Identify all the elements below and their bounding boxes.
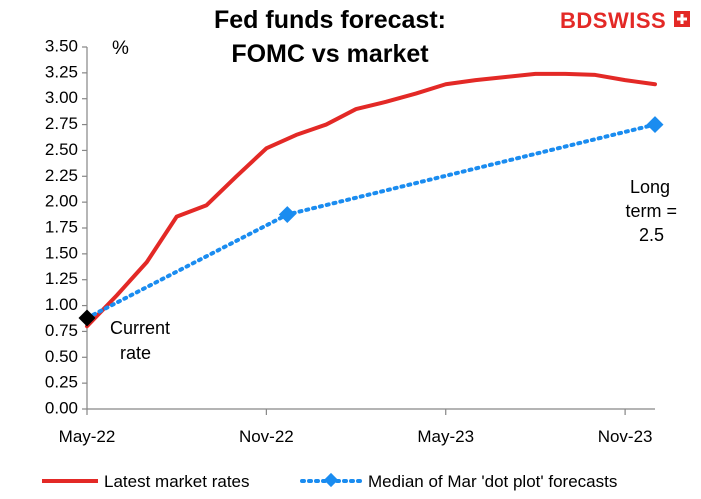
annotation-longterm-line-1: Long [630, 177, 670, 197]
y-tick-label: 0.25 [45, 373, 78, 392]
y-tick-label: 2.25 [45, 166, 78, 185]
series-layer [78, 71, 664, 329]
annotation-current-line-1: Current [110, 318, 170, 338]
y-tick-label: 1.75 [45, 217, 78, 236]
y-tick-label: 0.50 [45, 347, 78, 366]
chart-title-line-2: FOMC vs market [231, 40, 429, 68]
y-tick-label: 3.00 [45, 88, 78, 107]
x-axis-ticks: May-22 Nov-22 May-23 Nov-23 [59, 409, 653, 446]
y-tick-label: 0.75 [45, 321, 78, 340]
x-tick-label: May-22 [59, 427, 116, 446]
y-tick-label: 2.00 [45, 192, 78, 211]
dotplot-point [646, 116, 664, 134]
y-tick-label: 1.00 [45, 295, 78, 314]
y-tick-label: 3.50 [45, 36, 78, 55]
series-line-market [85, 71, 657, 329]
bdswiss-logo: BDSWISS [560, 8, 690, 33]
y-tick-label: 1.25 [45, 269, 78, 288]
x-tick-label: Nov-22 [239, 427, 294, 446]
brand-logo-text: BDSWISS [560, 8, 666, 33]
y-tick-label: 3.25 [45, 62, 78, 81]
x-tick-label: Nov-23 [598, 427, 653, 446]
chart-title-line-1: Fed funds forecast: [214, 6, 446, 34]
y-tick-label: 1.50 [45, 243, 78, 262]
y-tick-label: 0.00 [45, 398, 78, 417]
annotation-current-line-2: rate [120, 343, 151, 363]
legend-label-market: Latest market rates [104, 472, 250, 491]
y-tick-label: 2.50 [45, 140, 78, 159]
current-rate-point [78, 309, 96, 327]
x-tick-label: May-23 [417, 427, 474, 446]
y-axis-ticks: 0.00 0.25 0.50 0.75 1.00 1.25 1.50 1.75 2.00 2.25… [45, 36, 87, 417]
legend-diamond-marker [323, 472, 339, 488]
y-axis-unit: % [112, 38, 129, 59]
annotation-longterm-line-2: term = [625, 201, 677, 221]
dotplot-point [278, 206, 296, 224]
y-tick-label: 2.75 [45, 114, 78, 133]
legend: Latest market rates Median of Mar 'dot p… [42, 472, 617, 491]
legend-label-dotplot: Median of Mar 'dot plot' forecasts [368, 472, 617, 491]
annotation-longterm-line-3: 2.5 [639, 225, 664, 245]
